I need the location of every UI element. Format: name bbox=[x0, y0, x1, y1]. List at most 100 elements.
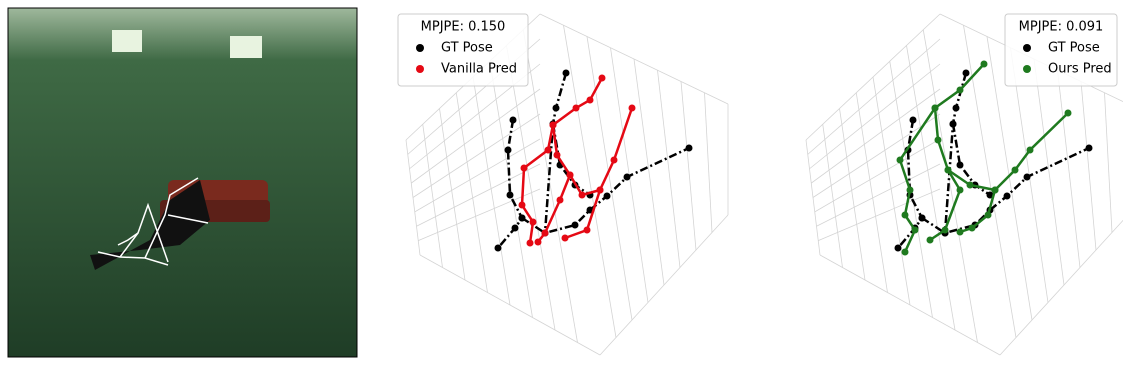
grid-line bbox=[855, 92, 888, 293]
skeleton-joint bbox=[526, 239, 534, 247]
skeleton-joint bbox=[566, 171, 574, 179]
grid-line bbox=[489, 61, 533, 318]
grid-line bbox=[1057, 70, 1081, 268]
skeleton-bone bbox=[497, 119, 524, 249]
skeleton-joint bbox=[911, 226, 919, 234]
legend-title: MPJPE: 0.091 bbox=[1019, 20, 1104, 35]
skeleton-joint bbox=[571, 221, 579, 229]
grid-line bbox=[809, 63, 941, 170]
skeleton-joint bbox=[956, 228, 964, 236]
skeleton-joint bbox=[901, 248, 909, 256]
grid-line bbox=[822, 124, 843, 268]
skeleton-joint bbox=[623, 173, 631, 181]
skeleton-joint bbox=[572, 104, 580, 112]
grid-line bbox=[906, 45, 956, 331]
grid-line bbox=[586, 36, 633, 321]
legend-box bbox=[397, 13, 529, 87]
skeleton-joint bbox=[518, 214, 526, 222]
skeleton-joint bbox=[986, 191, 994, 199]
skeleton-joint bbox=[956, 161, 964, 169]
grid-line bbox=[416, 163, 541, 227]
skeleton-joint bbox=[556, 196, 564, 204]
skeleton-joint bbox=[561, 234, 569, 242]
skeleton-joint bbox=[1003, 192, 1011, 200]
skeleton-joint bbox=[918, 214, 926, 222]
grid-line bbox=[680, 81, 697, 251]
skeleton-joint bbox=[1064, 109, 1072, 117]
grid-line bbox=[986, 36, 1033, 321]
skeleton-joint bbox=[529, 218, 537, 226]
skeleton-joint bbox=[896, 156, 904, 164]
grid-line bbox=[811, 88, 941, 184]
legend-box bbox=[1004, 13, 1118, 87]
skeleton-joint bbox=[934, 136, 942, 144]
grid-line bbox=[422, 124, 443, 268]
legend-title: MPJPE: 0.150 bbox=[421, 20, 506, 35]
skeleton-joint bbox=[1023, 173, 1031, 181]
grid-line bbox=[807, 38, 941, 155]
grid-line bbox=[563, 25, 617, 338]
legend-marker bbox=[1023, 44, 1031, 52]
grid-line bbox=[839, 108, 866, 281]
skeleton-joint bbox=[949, 120, 957, 128]
skeleton-joint bbox=[926, 236, 934, 244]
grid-line bbox=[455, 92, 488, 293]
skeleton-joint bbox=[596, 186, 604, 194]
skeleton-joint bbox=[518, 201, 526, 209]
grid-line bbox=[633, 58, 665, 286]
skeleton-joint bbox=[952, 104, 960, 112]
skeleton-joint bbox=[541, 229, 549, 237]
grid-line bbox=[1104, 92, 1113, 233]
skeleton-joint bbox=[901, 211, 909, 219]
legend-label: GT Pose bbox=[441, 41, 493, 56]
legend-label: GT Pose bbox=[1048, 41, 1100, 56]
skeleton-joint bbox=[598, 74, 606, 82]
grid-line bbox=[414, 138, 541, 213]
skeleton-joint bbox=[553, 151, 561, 159]
legend-label: Ours Pred bbox=[1048, 62, 1112, 77]
legend-marker bbox=[416, 65, 424, 73]
skeleton-joint bbox=[586, 96, 594, 104]
skeleton-joint bbox=[685, 144, 693, 152]
skeleton-joint bbox=[603, 192, 611, 200]
skeleton-joint bbox=[544, 146, 552, 154]
skeleton-joint bbox=[562, 69, 570, 77]
skeleton-joint bbox=[906, 186, 914, 194]
skeleton-joint bbox=[534, 238, 542, 246]
grid-line bbox=[818, 188, 941, 241]
legend-marker bbox=[416, 44, 424, 52]
skeleton-joint bbox=[991, 186, 999, 194]
grid-line bbox=[1033, 58, 1065, 286]
grid-line bbox=[472, 76, 511, 306]
skeleton-joint bbox=[944, 166, 952, 174]
skeleton-bone bbox=[951, 123, 991, 197]
skeleton-joint bbox=[583, 226, 591, 234]
skeleton-joint bbox=[909, 116, 917, 124]
grid-line bbox=[506, 45, 556, 331]
skeleton-joint bbox=[956, 186, 964, 194]
skeleton-joint bbox=[956, 86, 964, 94]
grid-line bbox=[439, 108, 466, 281]
skeleton-joint bbox=[1085, 144, 1093, 152]
grid-line bbox=[1080, 81, 1097, 251]
grid-line bbox=[411, 88, 541, 184]
photo bbox=[7, 7, 358, 358]
grid-line bbox=[812, 113, 941, 198]
legend-label: Vanilla Pred bbox=[441, 62, 517, 77]
grid-line bbox=[704, 92, 713, 233]
skeleton-joint bbox=[1011, 166, 1019, 174]
skeleton-joint bbox=[578, 191, 586, 199]
grid-line bbox=[522, 29, 578, 343]
plot-3d: MPJPE: 0.150 GT Pose Vanilla Pred bbox=[397, 13, 729, 356]
skeleton-joint bbox=[520, 164, 528, 172]
skeleton-joint bbox=[549, 121, 557, 129]
skeleton-joint bbox=[509, 116, 517, 124]
skeleton-joint bbox=[511, 224, 519, 232]
skeleton-joint bbox=[966, 181, 974, 189]
skeleton-joint bbox=[968, 224, 976, 232]
grid-line bbox=[418, 188, 541, 241]
skeleton-joint bbox=[628, 104, 636, 112]
skeleton-joint bbox=[494, 244, 502, 252]
